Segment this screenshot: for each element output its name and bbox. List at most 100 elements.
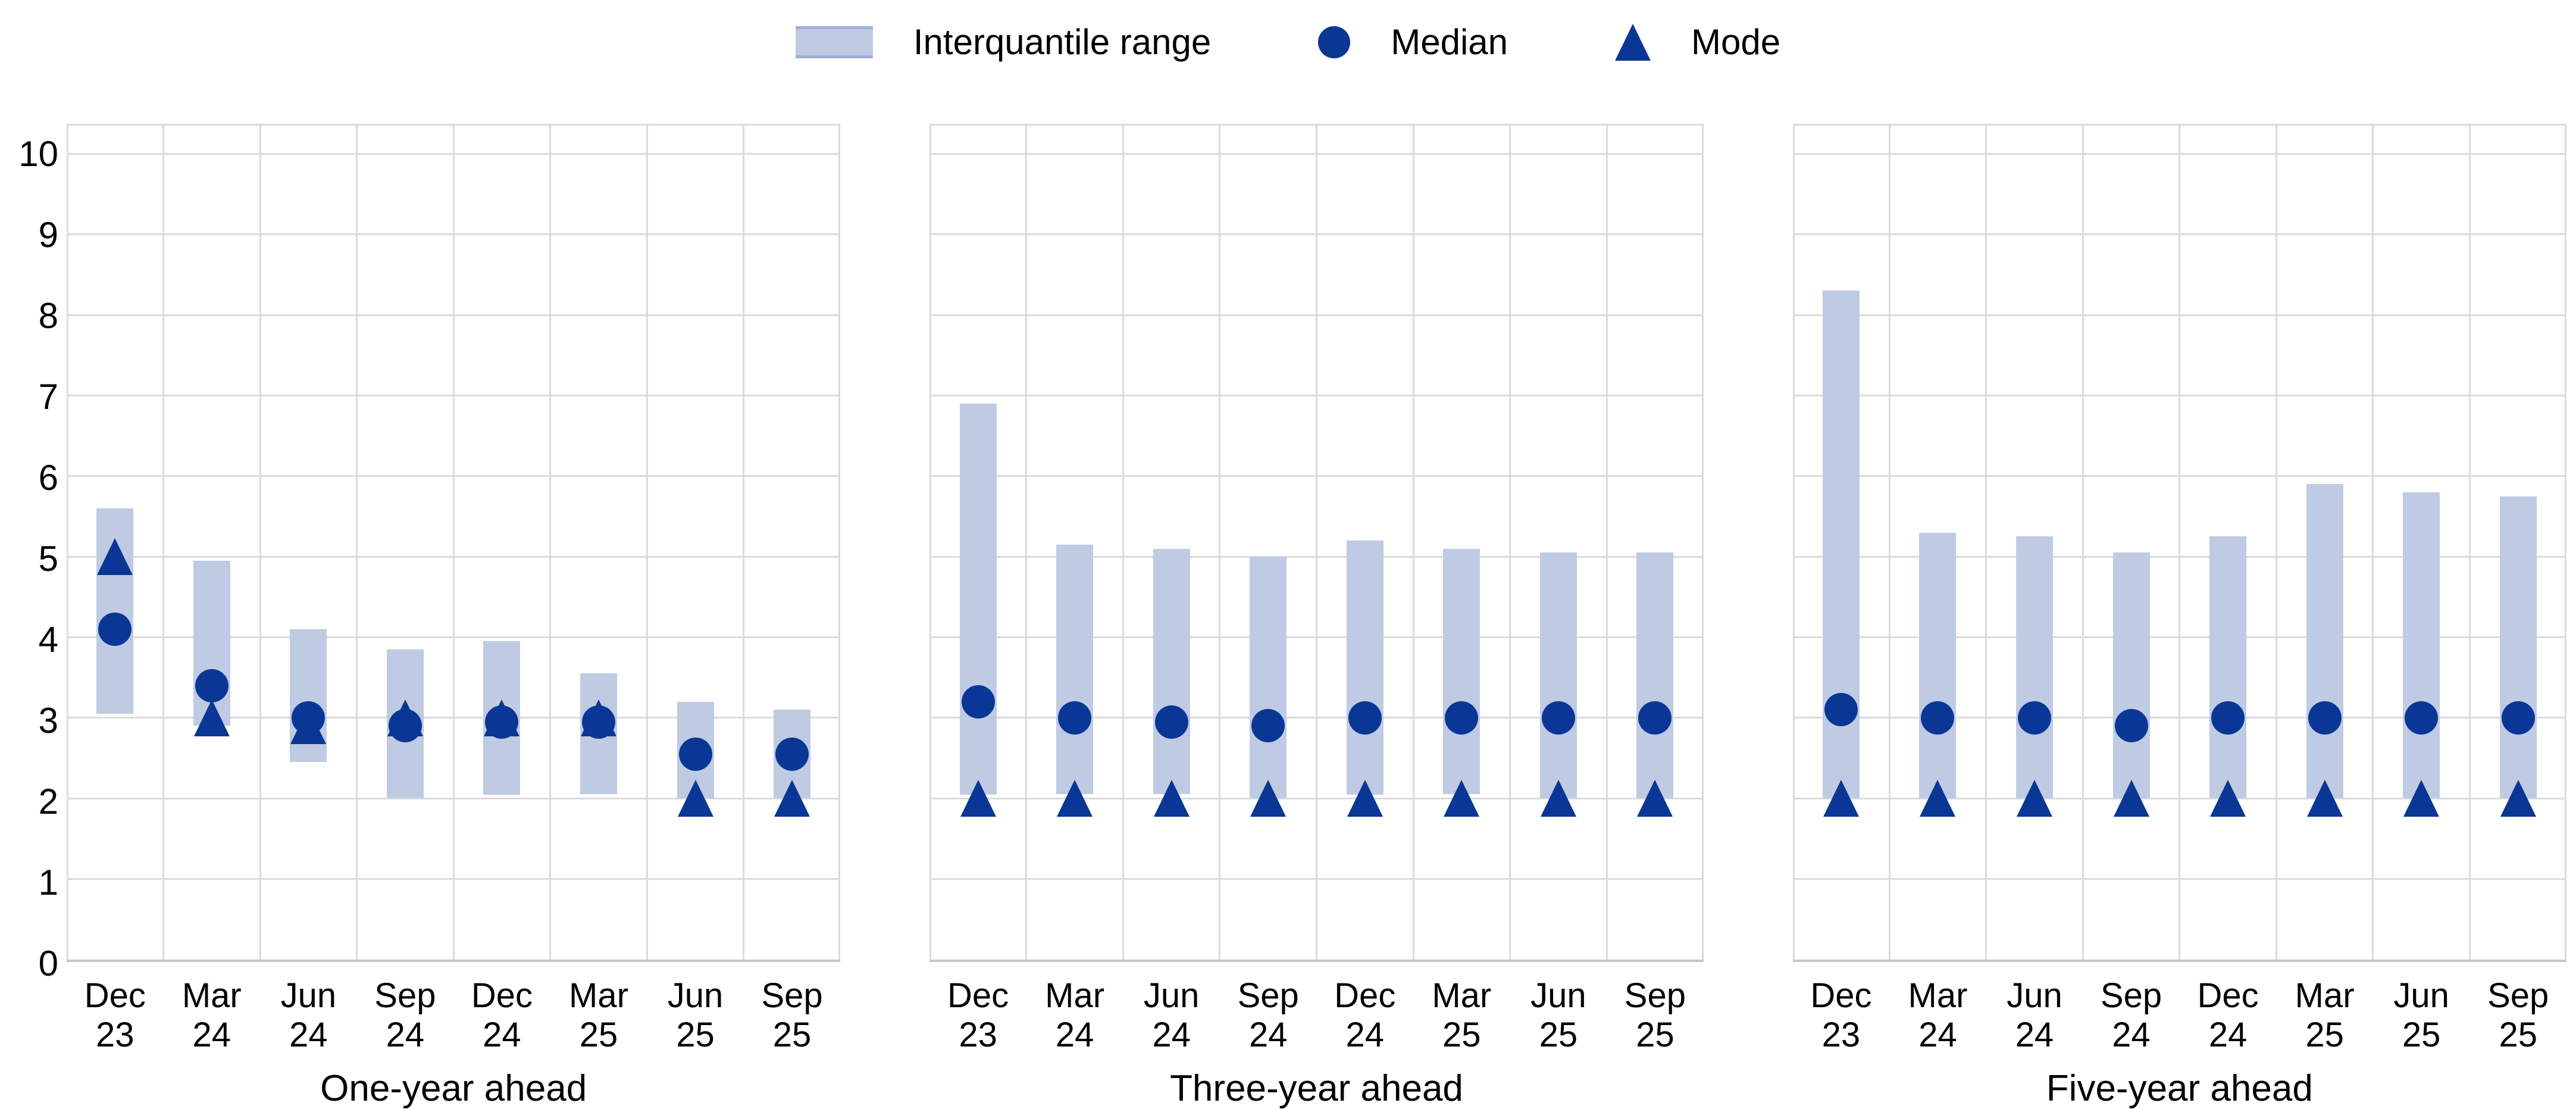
x-tick-label: Mar 24 bbox=[181, 976, 242, 1054]
x-tick-label: Jun 24 bbox=[280, 976, 337, 1054]
x-tick-label: Mar 25 bbox=[569, 976, 628, 1054]
gridline-vertical bbox=[1315, 126, 1317, 960]
interquantile-range-bar bbox=[2306, 484, 2343, 799]
panel-2: Dec 23 Mar 24 Jun 24 Sep 24 Dec 24 Mar 25 Jun 25 Sep 25… bbox=[929, 124, 1704, 1109]
median-marker bbox=[775, 737, 809, 771]
y-axis: 0 1 2 3 4 5 6 7 8 9 10 bbox=[5, 124, 67, 983]
gridline-vertical bbox=[259, 126, 261, 960]
mode-marker bbox=[2403, 780, 2440, 817]
interquantile-range-bar bbox=[1346, 541, 1384, 795]
y-tick-label: 4 bbox=[38, 619, 58, 660]
interquantile-range-bar bbox=[2112, 552, 2150, 799]
y-tick-label: 1 bbox=[38, 862, 58, 902]
gridline-vertical bbox=[646, 126, 648, 960]
panel-2-x-axis: Dec 23 Mar 24 Jun 24 Sep 24 Dec 24 Mar 25 Jun 25 Sep 25 bbox=[929, 962, 1703, 1068]
x-tick-label: Mar 24 bbox=[1908, 976, 1968, 1054]
x-tick-label: Dec 24 bbox=[471, 976, 533, 1054]
mode-marker bbox=[1250, 780, 1287, 817]
gridline-vertical bbox=[929, 126, 932, 960]
y-tick-label: 8 bbox=[38, 295, 58, 336]
panel-2-title: Three-year ahead bbox=[1170, 1068, 1463, 1109]
interquantile-range-bar bbox=[2499, 496, 2537, 799]
x-tick-label: Dec 24 bbox=[1334, 976, 1396, 1054]
legend-item-median: Median bbox=[1318, 24, 1508, 60]
mode-marker bbox=[1057, 780, 1093, 817]
gridline-vertical bbox=[838, 126, 841, 960]
median-marker bbox=[1348, 701, 1382, 735]
x-tick-label: Jun 24 bbox=[1143, 976, 1200, 1054]
median-marker bbox=[1445, 701, 1479, 735]
y-tick-label: 7 bbox=[38, 376, 58, 417]
gridline-vertical bbox=[1792, 126, 1795, 960]
median-marker bbox=[1058, 701, 1092, 735]
legend-label-median: Median bbox=[1391, 22, 1508, 62]
gridline-vertical bbox=[1025, 126, 1028, 960]
panel-1-plot bbox=[67, 124, 841, 962]
panel-1-title: One-year ahead bbox=[320, 1068, 587, 1109]
panel-3: Dec 23 Mar 24 Jun 24 Sep 24 Dec 24 Mar 25 Jun 25 Sep 25… bbox=[1792, 124, 2566, 1107]
mode-marker bbox=[1540, 780, 1576, 817]
x-tick-label: Sep 25 bbox=[1624, 976, 1686, 1054]
median-marker bbox=[2211, 701, 2245, 735]
median-marker bbox=[2308, 701, 2342, 735]
mode-marker bbox=[2306, 780, 2343, 817]
interquantile-range-bar bbox=[1636, 552, 1674, 799]
interquantile-range-bar bbox=[1919, 532, 1957, 799]
median-marker bbox=[2501, 701, 2535, 735]
interquantile-range-bar bbox=[2016, 536, 2053, 799]
gridline-vertical bbox=[1985, 126, 1987, 960]
gridline-vertical bbox=[1509, 126, 1511, 960]
y-tick-label: 3 bbox=[38, 700, 58, 741]
gridline-vertical bbox=[2275, 126, 2277, 960]
legend-item-interquantile-range: Interquantile range bbox=[795, 24, 1211, 60]
gridline-vertical bbox=[1122, 126, 1124, 960]
gridline-vertical bbox=[2468, 126, 2471, 960]
interquantile-range-bar bbox=[1539, 552, 1577, 799]
gridline-vertical bbox=[2179, 126, 2181, 960]
mode-marker bbox=[97, 538, 133, 576]
panel-1-x-axis: Dec 23 Mar 24 Jun 24 Sep 24 Dec 24 Mar 25 Jun 25 Sep 25 bbox=[67, 962, 840, 1068]
median-marker bbox=[581, 705, 615, 739]
y-tick-label: 6 bbox=[38, 457, 58, 498]
gridline-vertical bbox=[2372, 126, 2374, 960]
median-marker bbox=[2018, 701, 2051, 735]
median-marker bbox=[2405, 701, 2439, 735]
panel-1: Dec 23 Mar 24 Jun 24 Sep 24 Dec 24 Mar 25 Jun 25 Sep 25… bbox=[67, 124, 841, 1109]
gridline-vertical bbox=[1219, 126, 1221, 960]
mode-marker bbox=[1347, 780, 1383, 817]
x-tick-label: Dec 23 bbox=[84, 976, 146, 1054]
median-marker bbox=[1824, 693, 1858, 727]
gridline-vertical bbox=[2564, 126, 2566, 960]
gridline-vertical bbox=[2082, 126, 2084, 960]
median-circle-icon bbox=[1318, 26, 1351, 58]
interquantile-range-swatch-icon bbox=[795, 26, 873, 58]
mode-marker bbox=[774, 780, 810, 817]
median-marker bbox=[388, 709, 422, 743]
y-tick-label: 9 bbox=[38, 214, 58, 255]
y-tick-label: 0 bbox=[38, 944, 58, 983]
median-marker bbox=[485, 705, 519, 739]
median-marker bbox=[1154, 705, 1188, 739]
gridline-vertical bbox=[1605, 126, 1608, 960]
median-marker bbox=[678, 737, 712, 771]
mode-marker bbox=[1920, 780, 1956, 817]
gridline-vertical bbox=[452, 126, 455, 960]
x-tick-label: Sep 24 bbox=[2100, 976, 2162, 1054]
x-tick-label: Jun 25 bbox=[1530, 976, 1586, 1054]
x-tick-label: Mar 25 bbox=[2295, 976, 2355, 1054]
median-marker bbox=[195, 668, 229, 702]
mode-marker bbox=[1637, 780, 1673, 817]
gridline-vertical bbox=[1701, 126, 1704, 960]
interquantile-range-bar bbox=[1056, 544, 1094, 795]
x-tick-label: Sep 24 bbox=[374, 976, 436, 1054]
gridline-vertical bbox=[356, 126, 358, 960]
x-tick-label: Mar 24 bbox=[1045, 976, 1105, 1054]
panel-2-plot bbox=[929, 124, 1704, 962]
mode-marker bbox=[960, 780, 996, 817]
mode-marker bbox=[193, 699, 230, 736]
x-tick-label: Jun 25 bbox=[2393, 976, 2449, 1054]
legend-item-mode: Mode bbox=[1615, 24, 1780, 61]
x-tick-label: Dec 23 bbox=[947, 976, 1009, 1054]
gridline-vertical bbox=[1412, 126, 1414, 960]
median-marker bbox=[1541, 701, 1575, 735]
